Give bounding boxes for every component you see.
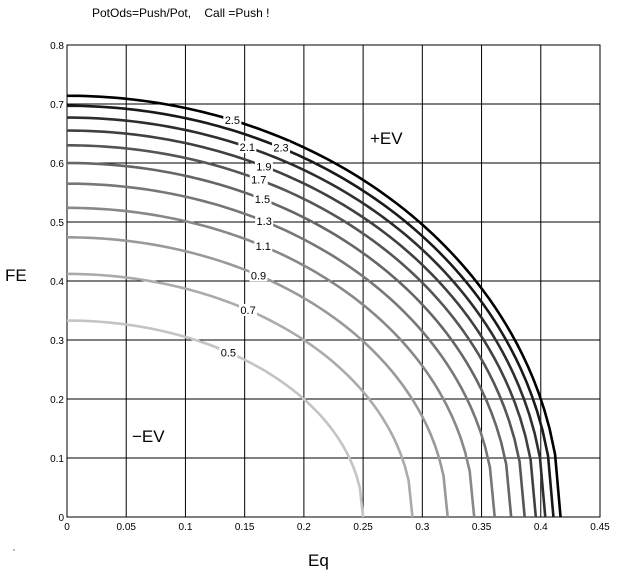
- series-label-bg: [223, 114, 242, 127]
- series-label: 1.7: [251, 175, 266, 187]
- series-label: 0.9: [251, 270, 266, 282]
- y-tick-label: 0.2: [50, 395, 64, 406]
- x-tick-label: 0.35: [472, 522, 492, 533]
- series-line: [66, 144, 526, 518]
- series-label: 0.5: [221, 347, 236, 359]
- series-line: [66, 161, 513, 518]
- x-tick-label: 0.4: [534, 522, 548, 533]
- x-tick-label: 0.45: [590, 522, 610, 533]
- curve-labels: 0.5 0.7 0.9 1.1 1.3 1.5 1.7 1.92.1 2.3 2.5: [219, 114, 291, 359]
- x-tick-label: 0.25: [353, 522, 373, 533]
- y-tick-label: 0: [58, 513, 64, 524]
- series-label-bg: [249, 173, 268, 186]
- series-line: [66, 206, 476, 518]
- x-tick-label: 0.2: [297, 522, 311, 533]
- x-tick-label: 0: [64, 522, 70, 533]
- series-label: 0.7: [240, 305, 255, 317]
- series-label-bg: [253, 193, 272, 206]
- series-label-bg: [254, 240, 273, 253]
- chart-title: PotOds=Push/Pot, Call =Push !: [92, 6, 269, 20]
- series-label: 2.3: [273, 143, 288, 155]
- series-line: [66, 129, 538, 518]
- series-label-bg: [249, 269, 268, 282]
- series-label: 1.5: [255, 194, 270, 206]
- series-label: 1.1: [256, 241, 271, 253]
- y-tick-label: 0.6: [50, 159, 64, 170]
- y-tick-label: 0.1: [50, 454, 64, 465]
- y-axis-title: FE: [5, 266, 27, 285]
- series-label-bg: [255, 215, 274, 228]
- series-line: [66, 94, 562, 518]
- series-label-bg: [238, 141, 257, 154]
- region-label-positive-ev: +EV: [370, 129, 403, 148]
- x-tick-label: 0.3: [415, 522, 429, 533]
- y-tick-labels: 0 0.1 0.2 0.3 0.4 0.5 0.6 0.7 0.8: [50, 41, 64, 524]
- curves: [66, 94, 562, 518]
- x-tick-label: 0.05: [116, 522, 136, 533]
- series-line: [66, 104, 555, 518]
- x-tick-label: 0.15: [235, 522, 255, 533]
- x-tick-labels: 0 0.05 0.1 0.15 0.2 0.25 0.3 0.35 0.4 0.45: [64, 522, 610, 533]
- y-tick-label: 0.5: [50, 218, 64, 229]
- series-label-bg: [219, 346, 238, 359]
- series-label: 1.3: [257, 216, 272, 228]
- y-tick-label: 0.3: [50, 336, 64, 347]
- stray-dot: [13, 549, 15, 551]
- x-tick-label: 0.1: [178, 522, 192, 533]
- region-label-negative-ev: −EV: [132, 427, 165, 446]
- series-label-bg: [239, 303, 258, 316]
- y-tick-label: 0.4: [50, 277, 64, 288]
- series-line: [66, 182, 496, 518]
- plot-frame: [66, 44, 601, 518]
- y-tick-label: 0.7: [50, 100, 64, 111]
- series-label: 2.5: [225, 115, 240, 127]
- series-label-bg: [272, 141, 291, 154]
- series-label-bg: [254, 160, 273, 173]
- x-axis-title: Eq: [308, 551, 329, 570]
- series-label: 1.9: [256, 161, 271, 173]
- series-label: 2.1: [240, 142, 255, 154]
- y-tick-label: 0.8: [50, 41, 64, 52]
- series-line: [66, 319, 365, 518]
- series-line: [66, 116, 547, 518]
